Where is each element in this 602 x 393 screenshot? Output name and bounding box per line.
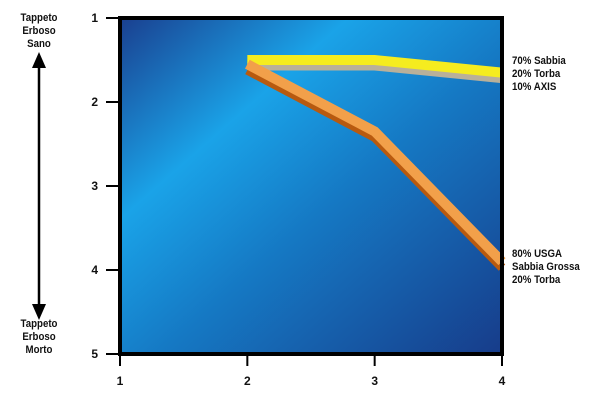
series-label-orange: 80% USGA Sabbia Grossa 20% Torba <box>512 248 580 287</box>
x-tick-label: 1 <box>117 374 124 388</box>
series-layer <box>244 55 506 271</box>
series-0-shadow <box>247 61 503 84</box>
y-axis-top-label-line: Tappeto <box>20 12 58 24</box>
y-axis-top-label-line: Sano <box>27 38 51 50</box>
y-axis-top-label-line: Erboso <box>22 25 56 37</box>
y-tick-label: 1 <box>91 11 98 25</box>
axis-layer: 1 2 3 4 5 1 2 3 4 <box>91 11 505 388</box>
y-axis-bottom-label-line: Tappeto <box>20 318 58 330</box>
double-arrow-icon <box>32 52 46 320</box>
series-label-line: 80% USGA <box>512 248 563 260</box>
y-tick-label: 2 <box>91 95 98 109</box>
y-axis-bottom-label-line: Morto <box>25 344 53 356</box>
y-tick-label: 4 <box>91 263 98 277</box>
y-tick-label: 3 <box>91 179 98 193</box>
y-axis-top-label: Tappeto Erboso Sano <box>10 12 68 51</box>
series-label-line: 70% Sabbia <box>512 55 566 67</box>
x-tick-label: 2 <box>244 374 251 388</box>
x-tick-label: 3 <box>371 374 378 388</box>
y-axis-bottom-label-line: Erboso <box>22 331 56 343</box>
x-tick-label: 4 <box>499 374 506 388</box>
y-tick-label: 5 <box>91 347 98 361</box>
series-label-yellow: 70% Sabbia 20% Torba 10% AXIS <box>512 55 566 94</box>
y-axis-bottom-label: Tappeto Erboso Morto <box>10 318 68 357</box>
series-label-line: 10% AXIS <box>512 81 557 93</box>
series-label-line: 20% Torba <box>512 274 561 286</box>
series-label-line: Sabbia Grossa <box>512 261 580 273</box>
series-label-line: 20% Torba <box>512 68 561 80</box>
